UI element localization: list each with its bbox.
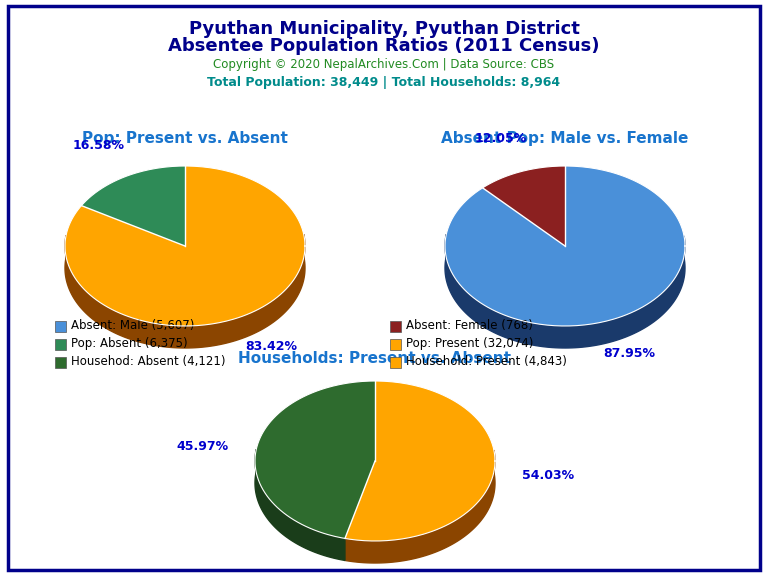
Polygon shape (482, 166, 565, 246)
Text: Absentee Population Ratios (2011 Census): Absentee Population Ratios (2011 Census) (168, 37, 600, 55)
Text: Househod: Absent (4,121): Househod: Absent (4,121) (71, 354, 226, 367)
Ellipse shape (255, 403, 495, 563)
Text: Household: Present (4,843): Household: Present (4,843) (406, 354, 567, 367)
Text: 45.97%: 45.97% (177, 440, 228, 453)
Text: Pop: Present (32,074): Pop: Present (32,074) (406, 336, 533, 350)
Text: 87.95%: 87.95% (604, 347, 655, 361)
Polygon shape (255, 449, 345, 560)
Ellipse shape (65, 188, 305, 348)
Polygon shape (445, 234, 685, 348)
Text: Absent Pop: Male vs. Female: Absent Pop: Male vs. Female (442, 131, 689, 146)
Polygon shape (81, 166, 185, 246)
Ellipse shape (445, 188, 685, 348)
Bar (390, 357, 401, 367)
Bar (55, 320, 66, 332)
Text: Pyuthan Municipality, Pyuthan District: Pyuthan Municipality, Pyuthan District (189, 20, 579, 38)
Text: 83.42%: 83.42% (246, 340, 297, 353)
Text: Total Population: 38,449 | Total Households: 8,964: Total Population: 38,449 | Total Househo… (207, 76, 561, 89)
Text: 16.58%: 16.58% (72, 139, 124, 152)
Text: Absent: Female (768): Absent: Female (768) (406, 319, 533, 332)
Bar (390, 320, 401, 332)
Bar (390, 339, 401, 350)
Bar (55, 357, 66, 367)
Text: Pop: Absent (6,375): Pop: Absent (6,375) (71, 336, 187, 350)
Polygon shape (65, 166, 305, 326)
Text: 12.05%: 12.05% (475, 132, 527, 145)
Text: Copyright © 2020 NepalArchives.Com | Data Source: CBS: Copyright © 2020 NepalArchives.Com | Dat… (214, 58, 554, 71)
Polygon shape (445, 166, 685, 326)
Text: Households: Present vs. Absent: Households: Present vs. Absent (239, 351, 511, 366)
Polygon shape (345, 381, 495, 541)
Text: 54.03%: 54.03% (521, 469, 574, 482)
Bar (55, 339, 66, 350)
Polygon shape (255, 381, 375, 539)
Polygon shape (65, 234, 305, 348)
Polygon shape (345, 450, 495, 563)
Text: Pop: Present vs. Absent: Pop: Present vs. Absent (82, 131, 288, 146)
Text: Absent: Male (5,607): Absent: Male (5,607) (71, 319, 194, 332)
